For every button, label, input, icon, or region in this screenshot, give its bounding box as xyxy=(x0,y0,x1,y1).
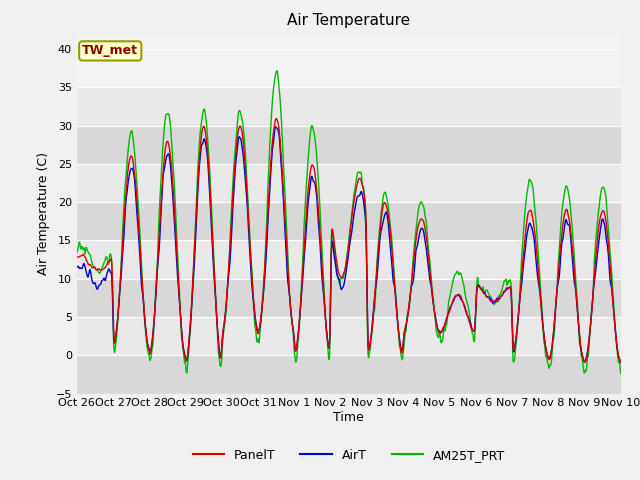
Bar xyxy=(77,202,621,240)
AM25T_PRT xyxy=(73,249,81,255)
Title: Air Temperature: Air Temperature xyxy=(287,13,410,28)
PanelT xyxy=(255,330,262,336)
AM25T_PRT xyxy=(434,333,442,339)
Bar xyxy=(77,125,621,164)
PanelT xyxy=(434,326,442,332)
AirT xyxy=(434,325,442,331)
AM25T_PRT xyxy=(273,68,280,73)
AirT xyxy=(180,351,188,357)
AM25T_PRT xyxy=(553,293,561,299)
PanelT xyxy=(180,352,188,358)
AirT xyxy=(194,190,202,195)
Bar xyxy=(77,34,621,87)
Line: AirT: AirT xyxy=(77,127,621,362)
PanelT xyxy=(617,360,625,365)
Bar xyxy=(77,279,621,317)
AirT xyxy=(617,360,625,365)
Bar xyxy=(77,87,621,125)
PanelT xyxy=(553,295,561,300)
AirT xyxy=(553,293,561,299)
Bar xyxy=(77,317,621,355)
AM25T_PRT xyxy=(194,167,202,173)
AM25T_PRT xyxy=(255,340,262,346)
Text: TW_met: TW_met xyxy=(82,44,138,58)
Line: AM25T_PRT: AM25T_PRT xyxy=(77,71,621,373)
AirT xyxy=(255,328,262,334)
Bar xyxy=(77,49,621,87)
PanelT xyxy=(505,286,513,291)
AM25T_PRT xyxy=(617,371,625,376)
PanelT xyxy=(73,254,81,260)
Bar xyxy=(77,164,621,202)
Legend: PanelT, AirT, AM25T_PRT: PanelT, AirT, AM25T_PRT xyxy=(188,444,510,467)
Y-axis label: Air Temperature (C): Air Temperature (C) xyxy=(37,152,50,275)
Bar xyxy=(77,355,621,394)
AirT xyxy=(505,285,513,291)
PanelT xyxy=(273,116,280,121)
AirT xyxy=(73,264,81,270)
Line: PanelT: PanelT xyxy=(77,119,621,362)
Bar xyxy=(77,240,621,279)
AirT xyxy=(272,124,280,130)
AM25T_PRT xyxy=(180,360,188,366)
PanelT xyxy=(194,182,202,188)
AM25T_PRT xyxy=(505,279,513,285)
X-axis label: Time: Time xyxy=(333,411,364,424)
